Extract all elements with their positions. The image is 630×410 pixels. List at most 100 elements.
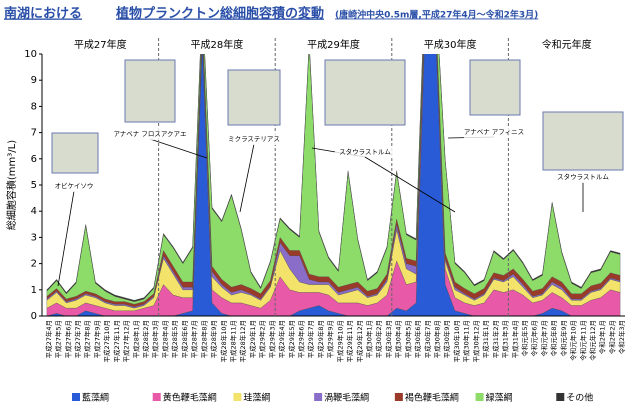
chart-title: 植物プランクトン総細胞容積の変動 [115, 6, 324, 22]
x-tick-label: 平成29年1月 [248, 320, 257, 358]
x-tick-label: 平成27年8月 [83, 320, 92, 358]
x-tick-label: 平成27年5月 [54, 320, 63, 358]
legend-label: 褐色鞭毛藻綱 [405, 392, 459, 404]
legend-label: 黄色鞭毛藻綱 [163, 392, 217, 404]
x-tick-label: 平成30年2月 [374, 320, 383, 358]
x-tick-label: 平成28年2月 [141, 320, 150, 358]
y-tick-label: 1 [31, 285, 37, 296]
x-tick-label: 令和元年11月 [578, 320, 587, 361]
annotation: オビケイソウ [55, 181, 94, 190]
annotation-arrow [57, 190, 75, 287]
x-tick-label: 平成29年12月 [355, 320, 364, 363]
year-label: 令和元年度 [542, 38, 592, 51]
x-tick-label: 平成27年10月 [102, 320, 111, 363]
year-label: 平成29年度 [307, 38, 360, 51]
x-tick-label: 平成29年8月 [316, 320, 325, 358]
x-tick-label: 平成29年5月 [287, 320, 296, 358]
x-tick-label: 平成30年7月 [423, 320, 432, 358]
x-tick-label: 平成28年4月 [160, 320, 169, 358]
legend-label: その他 [566, 392, 593, 404]
x-tick-label: 平成31年2月 [491, 320, 500, 358]
x-tick-label: 平成31年4月 [510, 320, 519, 358]
x-tick-label: 平成30年10月 [452, 320, 461, 363]
x-tick-label: 令和元年6月 [530, 320, 539, 357]
x-tick-label: 平成30年6月 [413, 320, 422, 358]
annotation-arrow [364, 156, 456, 213]
y-tick-label: 4 [31, 206, 37, 217]
annotation: アナベナ アフィニス [464, 128, 524, 136]
x-tick-label: 令和元年8月 [549, 320, 558, 357]
x-tick-label: 平成29年11月 [345, 320, 354, 363]
legend-label: 珪藻綱 [243, 392, 270, 404]
x-tick-label: 平成28年9月 [209, 320, 218, 358]
annotation-bg [464, 126, 524, 138]
x-tick-label: 令和2年1月 [598, 320, 607, 354]
x-tick-label: 平成29年4月 [277, 320, 286, 358]
x-tick-label: 平成27年12月 [122, 320, 131, 363]
x-tick-label: 令和2年3月 [617, 320, 626, 354]
x-tick-label: 平成27年7月 [73, 320, 82, 358]
annotation-bg [120, 128, 180, 140]
areas [46, 54, 621, 316]
photo [227, 69, 281, 126]
x-tick-label: 平成27年11月 [112, 320, 121, 363]
x-tick-label: 平成30年8月 [433, 320, 442, 358]
y-tick-label: 8 [31, 101, 37, 112]
legend-label: 渦鞭毛藻綱 [324, 392, 369, 404]
x-tick-label: 令和2年2月 [607, 320, 616, 354]
annotation-bg [44, 180, 104, 192]
x-tick-label: 平成28年1月 [131, 320, 140, 358]
legend-swatch [72, 393, 80, 401]
annotation-arrow [239, 143, 255, 213]
annotation: スタウラストルム [339, 147, 391, 156]
y-tick-label: 2 [31, 259, 37, 270]
x-tick-label: 令和元年12月 [588, 320, 597, 361]
y-tick-label: 5 [31, 180, 37, 191]
x-tick-label: 平成27年9月 [92, 320, 101, 358]
x-tick-label: 平成30年9月 [442, 320, 451, 358]
annotation: ミクラステリアス [228, 135, 280, 143]
year-label: 平成27年度 [74, 38, 127, 51]
photo [324, 59, 406, 126]
legend-swatch [233, 393, 242, 401]
x-tick-label: 平成29年7月 [306, 320, 315, 358]
y-tick-label: 0 [31, 311, 37, 322]
legend-swatch [556, 393, 565, 401]
x-tick-label: 平成28年3月 [151, 320, 160, 358]
x-tick-label: 平成30年11月 [462, 320, 471, 363]
annotation-bg [335, 146, 395, 158]
x-tick-label: 平成29年10月 [335, 320, 344, 363]
x-tick-label: 平成27年4月 [44, 320, 53, 358]
year-label: 平成28年度 [191, 38, 244, 51]
annotation-arrow [149, 138, 208, 159]
x-tick-label: 平成29年3月 [267, 320, 276, 358]
x-tick-label: 平成28年11月 [228, 320, 237, 363]
legend-swatch [314, 393, 323, 401]
photo [124, 59, 176, 123]
x-tick-label: 平成31年3月 [501, 320, 510, 358]
x-tick-label: 平成30年12月 [471, 320, 480, 363]
x-tick-label: 令和元年5月 [520, 320, 529, 357]
chart-subtitle: (唐崎沖中央0.5m層,平成27年4月～令和2年3月) [335, 9, 538, 21]
x-tick-label: 平成30年3月 [384, 320, 393, 358]
x-tick-label: 平成28年8月 [199, 320, 208, 358]
photo [469, 59, 521, 116]
x-tick-label: 平成30年5月 [403, 320, 412, 358]
x-tick-label: 平成29年2月 [258, 320, 267, 358]
y-tick-label: 9 [31, 75, 37, 86]
annotation: スタウラストルム [557, 172, 609, 181]
annotation: アナベナ フロスアクアエ [113, 130, 186, 138]
title-lead: 南湖における [4, 6, 82, 22]
photo [542, 111, 624, 171]
x-tick-label: 平成28年7月 [190, 320, 199, 358]
x-tick-label: 平成29年9月 [326, 320, 335, 358]
legend-swatch [152, 393, 161, 401]
x-tick-label: 平成28年5月 [170, 320, 179, 358]
legend-swatch [394, 393, 403, 401]
x-tick-label: 平成30年1月 [365, 320, 374, 358]
x-tick-label: 平成28年12月 [238, 320, 247, 363]
legend-swatch [475, 393, 484, 401]
x-tick-label: 令和元年10月 [569, 320, 578, 361]
x-tick-label: 令和元年9月 [559, 320, 568, 357]
